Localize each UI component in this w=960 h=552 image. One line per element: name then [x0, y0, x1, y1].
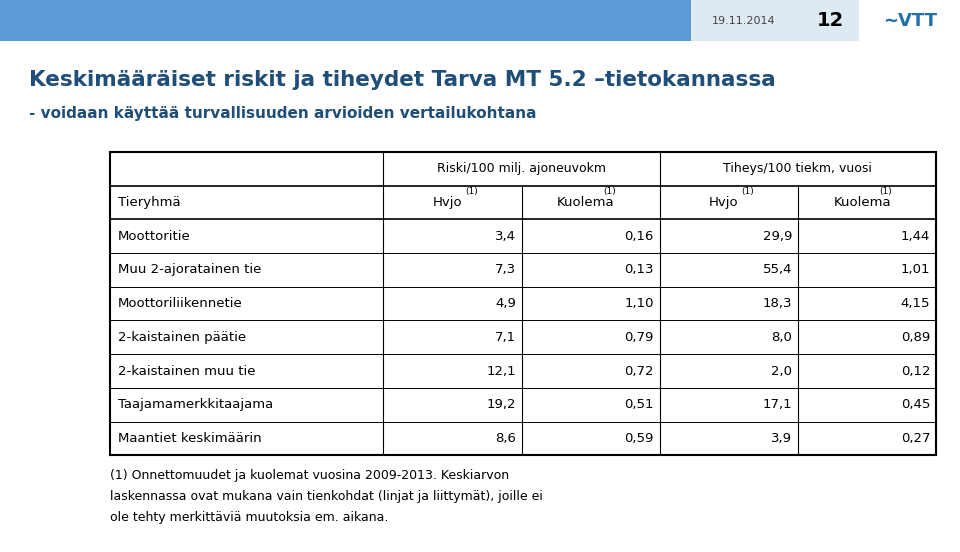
Text: 1,10: 1,10 [624, 297, 654, 310]
Text: 0,13: 0,13 [624, 263, 654, 277]
Text: 0,51: 0,51 [624, 399, 654, 411]
Text: laskennassa ovat mukana vain tienkohdat (linjat ja liittymät), joille ei: laskennassa ovat mukana vain tienkohdat … [110, 490, 543, 503]
Text: 1,44: 1,44 [900, 230, 930, 243]
Text: 4,15: 4,15 [900, 297, 930, 310]
Text: (1): (1) [879, 187, 892, 196]
Text: (1): (1) [603, 187, 616, 196]
Text: 19.11.2014: 19.11.2014 [712, 15, 776, 26]
Text: Tieryhmä: Tieryhmä [118, 196, 180, 209]
Text: 0,89: 0,89 [901, 331, 930, 344]
Text: 7,3: 7,3 [494, 263, 516, 277]
Text: Moottoritie: Moottoritie [118, 230, 191, 243]
Text: 12: 12 [817, 11, 844, 30]
Text: 17,1: 17,1 [762, 399, 792, 411]
Text: 0,59: 0,59 [625, 432, 654, 445]
Text: 8,0: 8,0 [771, 331, 792, 344]
Text: Hvjo: Hvjo [709, 196, 739, 209]
Text: 12,1: 12,1 [486, 364, 516, 378]
Text: (1): (1) [741, 187, 754, 196]
Text: 0,27: 0,27 [900, 432, 930, 445]
Text: (1) Onnettomuudet ja kuolemat vuosina 2009-2013. Keskiarvon: (1) Onnettomuudet ja kuolemat vuosina 20… [110, 469, 510, 482]
Text: Maantiet keskimäärin: Maantiet keskimäärin [118, 432, 262, 445]
Text: Moottoriliikennetie: Moottoriliikennetie [118, 297, 243, 310]
Text: 19,2: 19,2 [487, 399, 516, 411]
Text: 0,16: 0,16 [625, 230, 654, 243]
Text: 8,6: 8,6 [495, 432, 516, 445]
Text: - voidaan käyttää turvallisuuden arvioiden vertailukohtana: - voidaan käyttää turvallisuuden arvioid… [29, 105, 537, 121]
Text: 7,1: 7,1 [494, 331, 516, 344]
Text: 2-kaistainen muu tie: 2-kaistainen muu tie [118, 364, 255, 378]
Text: 3,4: 3,4 [494, 230, 516, 243]
Text: Muu 2-ajoratainen tie: Muu 2-ajoratainen tie [118, 263, 261, 277]
Text: ole tehty merkittäviä muutoksia em. aikana.: ole tehty merkittäviä muutoksia em. aika… [110, 511, 389, 524]
Text: Kuolema: Kuolema [833, 196, 891, 209]
Text: Taajamamerkkitaajama: Taajamamerkkitaajama [118, 399, 274, 411]
Text: 2,0: 2,0 [771, 364, 792, 378]
Text: 0,72: 0,72 [624, 364, 654, 378]
Text: Hvjo: Hvjo [433, 196, 463, 209]
Text: 0,79: 0,79 [625, 331, 654, 344]
Text: Tiheys/100 tiekm, vuosi: Tiheys/100 tiekm, vuosi [724, 162, 873, 175]
Text: Kuolema: Kuolema [557, 196, 614, 209]
Text: 4,9: 4,9 [495, 297, 516, 310]
Text: 55,4: 55,4 [762, 263, 792, 277]
Text: (1): (1) [465, 187, 478, 196]
Text: 29,9: 29,9 [762, 230, 792, 243]
Text: Riski/100 milj. ajoneuvokm: Riski/100 milj. ajoneuvokm [437, 162, 606, 175]
Text: Keskimääräiset riskit ja tiheydet Tarva MT 5.2 –tietokannassa: Keskimääräiset riskit ja tiheydet Tarva … [29, 70, 776, 90]
Text: ~VTT: ~VTT [883, 12, 937, 30]
Text: 3,9: 3,9 [771, 432, 792, 445]
Text: 18,3: 18,3 [762, 297, 792, 310]
Text: 0,12: 0,12 [900, 364, 930, 378]
Text: 0,45: 0,45 [900, 399, 930, 411]
Text: 1,01: 1,01 [900, 263, 930, 277]
Text: 2-kaistainen päätie: 2-kaistainen päätie [118, 331, 246, 344]
